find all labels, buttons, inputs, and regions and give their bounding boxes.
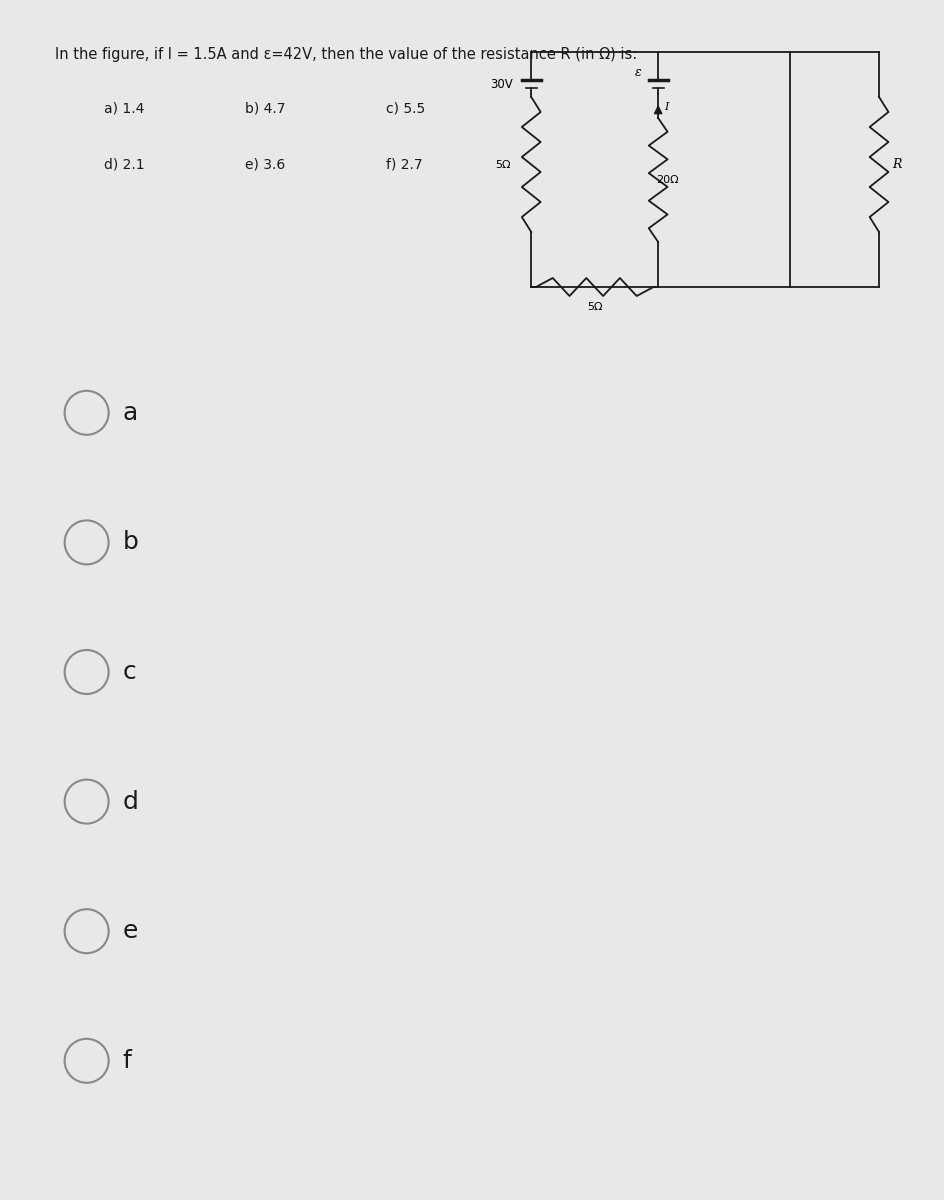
Text: ε: ε (633, 66, 641, 79)
Text: c) 5.5: c) 5.5 (385, 102, 425, 116)
Text: d) 2.1: d) 2.1 (104, 157, 144, 170)
Text: e: e (122, 919, 138, 943)
Text: c: c (122, 660, 136, 684)
Text: 30V: 30V (489, 78, 512, 90)
Text: f: f (122, 1049, 131, 1073)
Text: f) 2.7: f) 2.7 (385, 157, 422, 170)
Text: I: I (663, 102, 667, 112)
Text: R: R (891, 158, 901, 170)
Text: d: d (122, 790, 138, 814)
Text: b) 4.7: b) 4.7 (244, 102, 285, 116)
Text: a) 1.4: a) 1.4 (104, 102, 143, 116)
Text: 20Ω: 20Ω (655, 175, 678, 185)
Text: In the figure, if I = 1.5A and ε=42V, then the value of the resistance R (in Ω) : In the figure, if I = 1.5A and ε=42V, th… (55, 47, 636, 62)
Text: 5Ω: 5Ω (495, 160, 510, 169)
Text: a: a (122, 401, 138, 425)
Text: 5Ω: 5Ω (586, 302, 602, 312)
Text: b: b (122, 530, 138, 554)
Text: e) 3.6: e) 3.6 (244, 157, 284, 170)
